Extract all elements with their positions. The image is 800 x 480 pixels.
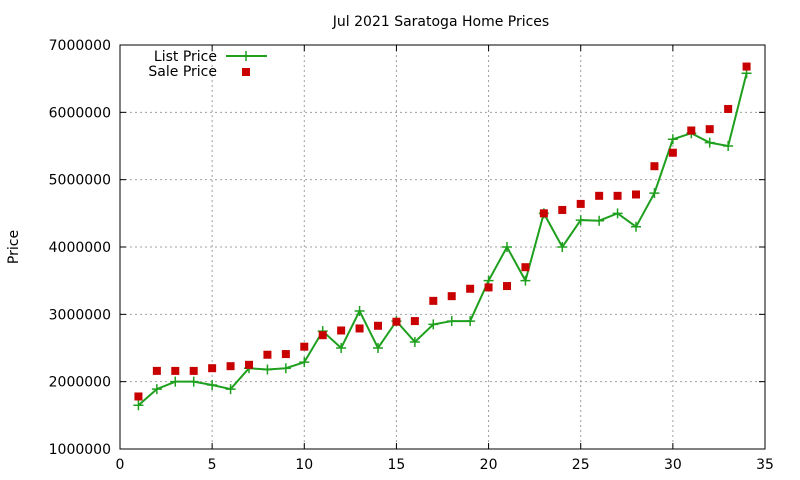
list-price-point: [280, 363, 291, 374]
x-tick-label: 35: [756, 457, 774, 473]
list-price-point: [188, 376, 199, 387]
list-price-point: [299, 357, 310, 368]
sale-price-point: [208, 364, 217, 373]
x-tick-labels: 0 5 10 15 20 25 30 35: [116, 457, 774, 473]
list-price-point: [465, 316, 476, 327]
sale-price-point: [484, 283, 493, 292]
sale-price-point: [503, 282, 511, 291]
list-price-point: [373, 343, 383, 353]
sale-price-point: [152, 366, 161, 375]
list-price-point: [594, 215, 605, 226]
legend-marker-sale-price: [242, 68, 250, 76]
sale-price-point: [595, 191, 604, 200]
sale-price-point: [447, 292, 456, 301]
sale-price-point: [392, 317, 401, 326]
list-price-point: [667, 134, 678, 145]
x-tick-label: 25: [572, 457, 590, 473]
list-price-point: [170, 376, 181, 387]
plot-frame: [119, 44, 766, 450]
list-price-point: [612, 208, 623, 219]
y-tick-label: 7000000: [49, 38, 111, 54]
y-tick-label: 4000000: [49, 240, 111, 256]
sale-price-point: [576, 199, 585, 208]
y-tick-label: 5000000: [49, 173, 111, 189]
x-tick-label: 15: [388, 457, 406, 473]
y-tick-label: 6000000: [49, 105, 111, 121]
list-price-point: [631, 221, 641, 232]
x-tick-label: 5: [208, 457, 217, 473]
sale-price-point: [466, 284, 475, 293]
sale-price-point: [263, 350, 272, 359]
sale-price-point: [724, 104, 733, 113]
list-price-line: [137, 73, 748, 406]
sale-price-point: [668, 148, 677, 157]
list-price-point: [151, 384, 162, 395]
sale-price-point: [632, 190, 640, 199]
sale-price-point: [171, 366, 180, 375]
y-tick-labels: 1000000 2000000 3000000 4000000 5000000 60000…: [49, 38, 111, 458]
sale-price-point: [613, 191, 622, 200]
list-price-point: [649, 188, 660, 199]
y-axis-label: Price: [6, 230, 22, 264]
y-tick-label: 3000000: [49, 307, 111, 323]
legend-label-sale-price: Sale Price: [148, 64, 217, 80]
sale-price-point: [742, 62, 751, 71]
sale-price-point: [650, 162, 659, 171]
list-price-point: [446, 316, 457, 327]
sale-price-point: [134, 392, 143, 401]
sale-price-point: [245, 360, 253, 369]
x-tick-label: 10: [295, 457, 313, 473]
chart-title: Jul 2021 Saratoga Home Prices: [332, 14, 549, 30]
sale-price-point: [337, 326, 346, 335]
x-tick-label: 20: [480, 457, 498, 473]
sale-price-point: [687, 126, 696, 135]
x-tick-label: 0: [116, 457, 125, 473]
sale-price-point: [558, 205, 567, 214]
list-price-point: [133, 400, 144, 411]
y-tick-label: 2000000: [49, 375, 111, 391]
series: [133, 62, 752, 411]
list-price-point: [575, 215, 586, 226]
sale-price-point: [410, 317, 419, 326]
sale-price-point: [539, 209, 548, 218]
list-price-point: [225, 384, 236, 395]
sale-price-point: [374, 321, 382, 330]
sale-price-point: [318, 331, 327, 340]
list-price-point: [428, 319, 439, 330]
list-price-point: [520, 275, 531, 286]
list-price-point: [207, 380, 218, 391]
sale-price-point: [189, 366, 198, 375]
list-price-point: [723, 141, 734, 151]
legend-label-list-price: List Price: [154, 49, 217, 65]
grid: [120, 45, 765, 449]
list-price-point: [354, 305, 365, 316]
x-tick-label: 30: [664, 457, 682, 473]
list-price-point: [557, 242, 568, 252]
sale-price-point: [705, 125, 714, 134]
sale-price-point: [521, 263, 530, 272]
legend-marker-list-price: [241, 51, 251, 61]
list-price-point: [704, 137, 715, 148]
sale-price-point: [300, 342, 309, 351]
sale-price-point: [226, 362, 235, 371]
list-price-point: [262, 364, 273, 375]
sale-price-point: [429, 296, 438, 305]
sale-price-point: [281, 350, 290, 359]
list-price-point: [409, 336, 420, 347]
list-price-point: [502, 242, 512, 252]
y-tick-label: 1000000: [49, 442, 111, 458]
sale-price-point: [355, 324, 364, 333]
list-price-point: [336, 343, 347, 353]
